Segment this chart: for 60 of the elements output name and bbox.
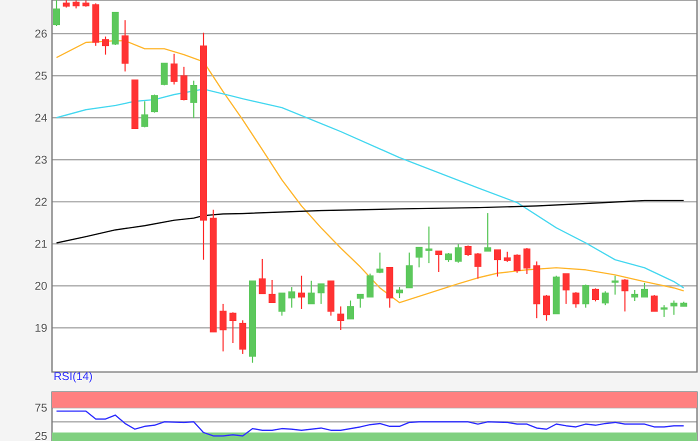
candlestick: [160, 62, 168, 86]
y-tick-label: 22: [35, 198, 47, 206]
candlestick: [425, 226, 432, 264]
candlestick: [582, 284, 590, 308]
candlestick: [474, 252, 482, 280]
y-tick-label: 25: [35, 72, 47, 80]
candlestick: [650, 294, 658, 312]
y-tick-label: 26: [35, 30, 47, 38]
candlestick: [641, 282, 648, 298]
candlestick: [170, 53, 178, 86]
candlestick: [523, 247, 530, 275]
y-tick-label: 19: [36, 324, 47, 332]
candlestick: [494, 249, 501, 278]
candlestick: [504, 251, 511, 262]
candlestick: [308, 280, 315, 304]
candlestick: [288, 286, 296, 308]
y-tick-label: 25: [35, 432, 47, 440]
y-tick-label: 21: [35, 240, 47, 248]
candlestick: [229, 312, 236, 344]
candlestick: [141, 100, 148, 128]
candlestick: [180, 66, 188, 102]
candlestick: [416, 246, 423, 268]
candlestick: [337, 306, 344, 331]
candlestick: [258, 258, 266, 294]
y-tick-label: 20: [35, 282, 47, 290]
candlestick: [366, 273, 374, 298]
candlestick: [53, 0, 60, 27]
candlestick: [220, 303, 227, 352]
chart-title: RSI(14): [54, 372, 92, 382]
candlestick: [543, 294, 550, 322]
y-tick-label: 23: [35, 156, 47, 164]
candlestick: [670, 300, 678, 316]
candlestick: [621, 278, 628, 312]
candlestick: [454, 244, 462, 264]
candlestick: [572, 292, 580, 308]
candlestick: [151, 94, 158, 114]
y-tick-label: 75: [35, 404, 47, 412]
candlestick: [396, 286, 403, 299]
candlestick: [602, 290, 609, 306]
candlestick: [268, 279, 276, 304]
candlestick: [318, 283, 325, 304]
candlestick: [435, 250, 442, 273]
candlestick: [631, 289, 638, 302]
candlestick: [102, 36, 109, 56]
candlestick: [190, 80, 198, 119]
candlestick: [484, 212, 492, 252]
candlestick: [514, 254, 521, 274]
candlestick: [464, 244, 472, 257]
y-tick-label: 24: [35, 114, 47, 122]
candlestick: [562, 273, 570, 304]
candlestick: [406, 252, 413, 289]
candlestick: [347, 300, 354, 320]
line-series: [56, 88, 684, 289]
candlestick: [356, 294, 364, 308]
line-series: [56, 200, 684, 244]
candlestick: [376, 252, 384, 274]
candlestick: [612, 275, 619, 296]
candlestick: [298, 275, 305, 310]
candlestick: [278, 292, 286, 316]
candlestick: [592, 288, 599, 302]
